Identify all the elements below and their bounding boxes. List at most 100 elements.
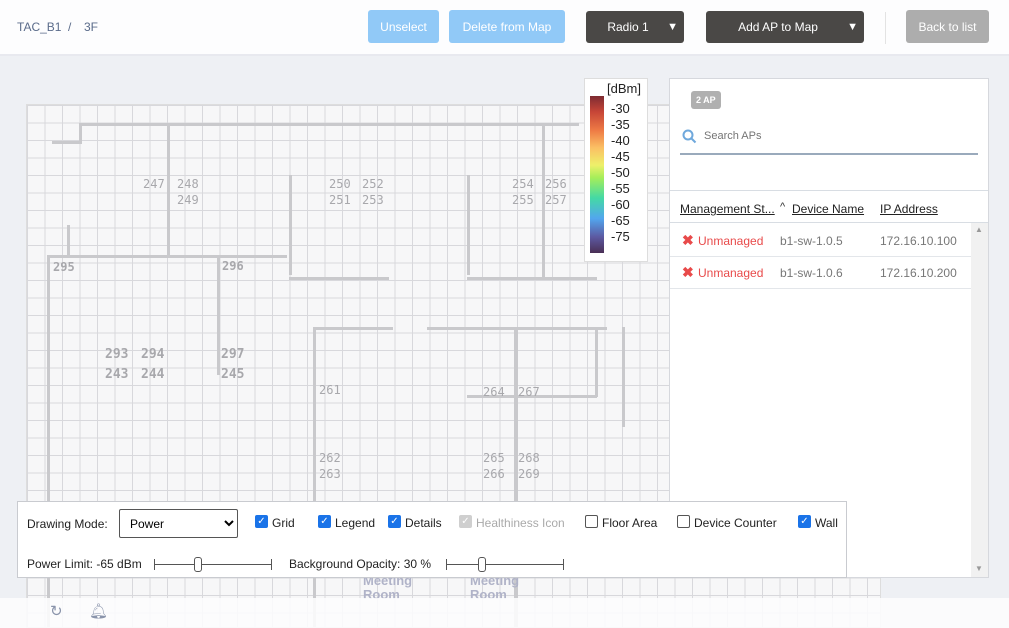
bell-icon[interactable]: 🔔︎: [89, 603, 109, 620]
radio-label: Radio 1: [607, 20, 649, 34]
sort-ascending-icon[interactable]: ^: [780, 201, 786, 213]
footer: ↻ 🔔︎: [0, 598, 1009, 628]
search-icon: [682, 129, 697, 144]
ip-address: 172.16.10.100: [880, 234, 957, 248]
room-label: 253: [362, 193, 384, 207]
back-to-list-button[interactable]: Back to list: [906, 10, 989, 43]
background-opacity-label: Background Opacity: 30 %: [289, 557, 432, 571]
room-label: 296: [222, 259, 244, 273]
drawing-mode-select[interactable]: Power: [119, 509, 238, 538]
map-options-toolbar: Drawing Mode: Power ✓ Grid ✓ Legend ✓ Details…: [17, 501, 847, 578]
table-row[interactable]: ✖ Unmanaged b1-sw-1.0.5 172.16.10.100: [670, 224, 972, 257]
caret-down-icon: ▼: [667, 21, 678, 33]
column-device-name[interactable]: Device Name: [792, 202, 865, 216]
room-label: 262: [319, 451, 341, 465]
room-label: 248: [177, 177, 199, 191]
room-label: 268: [518, 451, 540, 465]
legend-tick: -75: [611, 229, 630, 244]
signal-legend: [dBm] -30 -35 -40 -45 -50 -55 -60 -65 -75: [584, 78, 648, 262]
search-field[interactable]: [680, 123, 978, 155]
search-input[interactable]: [704, 130, 964, 142]
room-label: 263: [319, 467, 341, 481]
legend-label: Legend: [335, 516, 376, 530]
breadcrumb-site[interactable]: TAC_B1: [17, 20, 62, 34]
room-label: 294: [141, 347, 165, 362]
room-label: 295: [53, 260, 75, 274]
grid-label: Grid: [272, 516, 295, 530]
device-counter-label: Device Counter: [694, 516, 777, 530]
legend-color-bar: [590, 96, 604, 253]
header: TAC_B1 / 3F Unselect Delete from Map Rad…: [0, 0, 1009, 56]
legend-tick: -60: [611, 197, 630, 212]
room-label: 247: [143, 177, 165, 191]
power-limit-label: Power Limit: -65 dBm: [27, 557, 142, 571]
floor-area-checkbox[interactable]: [585, 515, 598, 528]
legend-tick: -55: [611, 181, 630, 196]
legend-tick: -40: [611, 133, 630, 148]
healthiness-icon-label: Healthiness Icon: [476, 516, 565, 530]
add-ap-label: Add AP to Map: [738, 20, 818, 34]
status: Unmanaged: [698, 234, 764, 248]
room-label: 269: [518, 467, 540, 481]
ap-count-badge: 2 AP: [691, 91, 721, 109]
breadcrumb-floor[interactable]: 3F: [84, 20, 99, 34]
scroll-up-icon[interactable]: ▲: [975, 225, 983, 234]
column-ip-address[interactable]: IP Address: [880, 202, 938, 216]
breadcrumb-separator: /: [68, 20, 72, 34]
legend-tick: -30: [611, 101, 630, 116]
legend-unit: [dBm]: [607, 81, 641, 96]
drawing-mode-label: Drawing Mode:: [27, 517, 108, 531]
floor-area-label: Floor Area: [602, 516, 658, 530]
details-checkbox[interactable]: ✓: [388, 515, 401, 528]
caret-down-icon: ▼: [847, 21, 858, 33]
room-label: 267: [518, 385, 540, 399]
table-header: Management St... ^ Device Name IP Addres…: [670, 190, 988, 223]
unmanaged-x-icon: ✖: [682, 232, 694, 248]
status: Unmanaged: [698, 266, 764, 280]
details-label: Details: [405, 516, 442, 530]
add-ap-to-map-dropdown[interactable]: Add AP to Map ▼: [706, 11, 864, 43]
column-management-status[interactable]: Management St...: [680, 202, 775, 216]
room-label: 256: [545, 177, 567, 191]
radio-dropdown[interactable]: Radio 1 ▼: [586, 11, 684, 43]
scroll-down-icon[interactable]: ▼: [975, 564, 983, 573]
healthiness-icon-checkbox: ✓: [459, 515, 472, 528]
room-label: 251: [329, 193, 351, 207]
room-label: 245: [221, 367, 245, 382]
wall-label: Wall: [815, 516, 838, 530]
unselect-button[interactable]: Unselect: [368, 10, 439, 43]
room-label: 297: [221, 347, 245, 362]
legend-tick: -45: [611, 149, 630, 164]
room-label: 293: [105, 347, 129, 362]
refresh-icon[interactable]: ↻: [50, 603, 63, 620]
room-label: 265: [483, 451, 505, 465]
scrollbar[interactable]: ▲ ▼: [971, 223, 988, 577]
background-opacity-slider[interactable]: [446, 557, 564, 572]
device-name: b1-sw-1.0.5: [780, 234, 843, 248]
device-counter-checkbox[interactable]: [677, 515, 690, 528]
slider-thumb[interactable]: [194, 557, 202, 572]
ap-list-panel: 2 AP Management St... ^ Device Name IP A…: [669, 78, 989, 578]
room-label: 250: [329, 177, 351, 191]
delete-from-map-button[interactable]: Delete from Map: [449, 10, 565, 43]
wall-checkbox[interactable]: ✓: [798, 515, 811, 528]
divider: [885, 12, 886, 44]
room-label: 266: [483, 467, 505, 481]
legend-tick: -65: [611, 213, 630, 228]
room-label: 257: [545, 193, 567, 207]
slider-thumb[interactable]: [478, 557, 486, 572]
legend-tick: -35: [611, 117, 630, 132]
room-label: 252: [362, 177, 384, 191]
unmanaged-x-icon: ✖: [682, 264, 694, 280]
legend-checkbox[interactable]: ✓: [318, 515, 331, 528]
grid-checkbox[interactable]: ✓: [255, 515, 268, 528]
room-label: 255: [512, 193, 534, 207]
power-limit-slider[interactable]: [154, 557, 272, 572]
room-label: 249: [177, 193, 199, 207]
room-label: 254: [512, 177, 534, 191]
device-name: b1-sw-1.0.6: [780, 266, 843, 280]
room-label: 264: [483, 385, 505, 399]
room-label: 261: [319, 383, 341, 397]
ip-address: 172.16.10.200: [880, 266, 957, 280]
table-row[interactable]: ✖ Unmanaged b1-sw-1.0.6 172.16.10.200: [670, 256, 972, 289]
